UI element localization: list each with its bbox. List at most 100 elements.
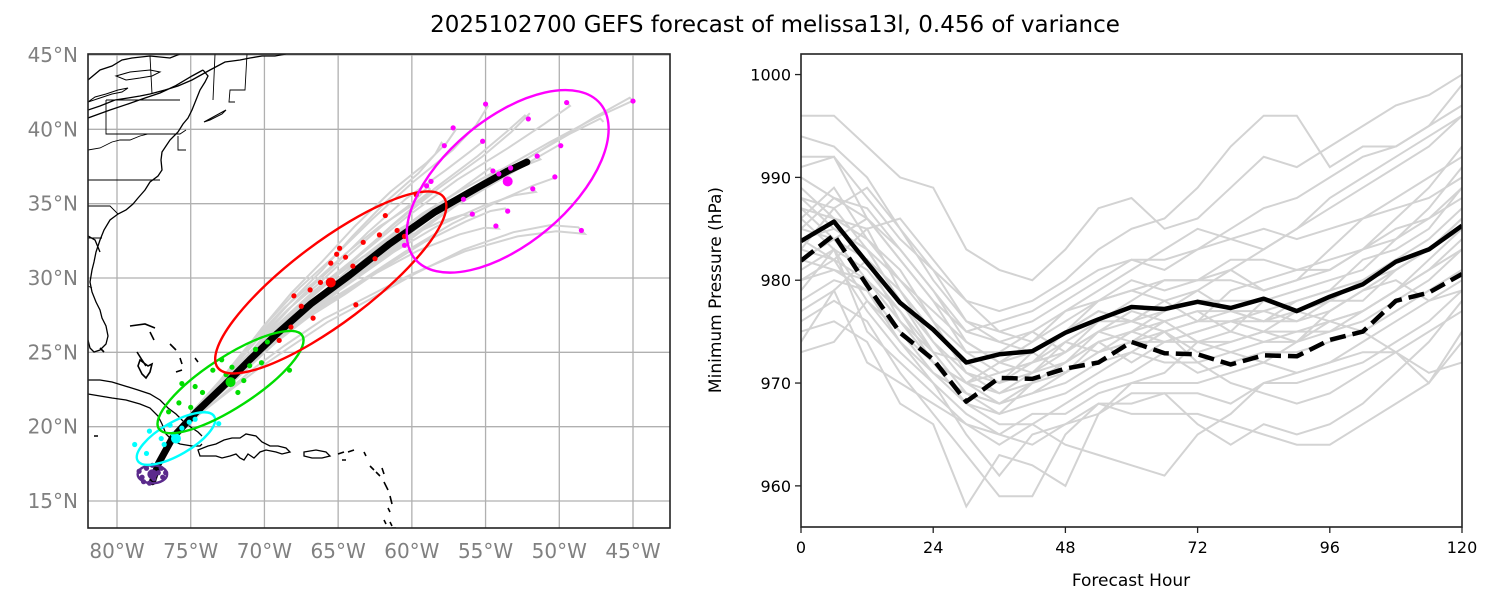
- map-y-tick-label: 40°N: [28, 117, 78, 141]
- green-cluster-point: [176, 400, 182, 406]
- magenta-cluster-point: [428, 178, 434, 184]
- red-cluster-point: [288, 324, 294, 330]
- cluster-points: [132, 98, 636, 486]
- member-pressure-line: [801, 288, 1462, 477]
- red-cluster-point: [353, 302, 359, 308]
- x-tick-label: 72: [1187, 538, 1207, 557]
- magenta-cluster-point: [493, 223, 499, 229]
- red-cluster-point: [328, 260, 334, 266]
- map-x-tick-label: 65°W: [311, 539, 366, 563]
- magenta-cluster-point: [578, 227, 585, 234]
- green-cluster-point: [241, 377, 247, 384]
- magenta-cluster-point: [401, 242, 408, 248]
- red-cluster-point: [317, 279, 324, 286]
- red-cluster-point: [350, 263, 356, 269]
- member-pressure-line: [801, 197, 1462, 364]
- green-cluster-point: [252, 346, 259, 352]
- map-y-tick-label: 30°N: [28, 266, 78, 290]
- red-cluster-point: [298, 303, 304, 309]
- map-x-tick-label: 75°W: [163, 539, 218, 563]
- member-pressure-line: [801, 114, 1462, 354]
- cluster-centroid: [325, 277, 336, 288]
- map-y-tick-label: 35°N: [28, 192, 78, 216]
- red-cluster-ellipse: [213, 190, 448, 375]
- red-cluster-point: [337, 245, 343, 251]
- member-pressure-line: [801, 279, 1462, 478]
- map-y-tick-label: 25°N: [28, 340, 78, 364]
- magenta-cluster-point: [505, 208, 511, 214]
- member-track: [151, 207, 509, 482]
- pressure-y-ticks: 960 970 980 990 1000: [750, 66, 801, 496]
- x-tick-label: 120: [1447, 538, 1478, 557]
- green-cluster-point: [192, 383, 198, 390]
- state-borders: [88, 54, 248, 289]
- magenta-cluster-point: [480, 138, 486, 144]
- x-tick-label: 48: [1055, 538, 1075, 557]
- map-x-tick-label: 45°W: [605, 539, 660, 563]
- y-tick-label: 980: [760, 271, 791, 290]
- map-y-tick-label: 15°N: [28, 489, 78, 513]
- red-cluster-point: [276, 337, 282, 344]
- lesser-antilles: [337, 449, 396, 528]
- coastlines: [88, 54, 396, 528]
- member-track: [151, 176, 558, 483]
- magenta-cluster-point: [630, 98, 636, 104]
- y-tick-label: 990: [760, 168, 791, 187]
- green-cluster-point: [199, 389, 206, 396]
- green-cluster-point: [235, 389, 241, 396]
- member-pressure-line: [801, 217, 1462, 385]
- red-cluster-point: [291, 293, 297, 299]
- pressure-mean-lines: [801, 219, 1462, 404]
- cyan-cluster-point: [192, 416, 198, 422]
- map-y-tick-label: 20°N: [28, 415, 78, 439]
- member-pressure-line: [801, 247, 1462, 446]
- magenta-cluster-point: [490, 168, 496, 174]
- red-cluster-point: [310, 315, 316, 321]
- red-cluster-point: [334, 251, 340, 257]
- member-pressure-line: [801, 237, 1462, 415]
- member-pressure-line: [801, 207, 1462, 385]
- green-cluster-point: [179, 380, 185, 387]
- member-pressure-line: [801, 114, 1462, 344]
- green-cluster-point: [229, 364, 235, 370]
- cyan-cluster-point: [186, 419, 192, 425]
- member-pressure-line: [801, 300, 1462, 509]
- figure-title: 2025102700 GEFS forecast of melissa13l, …: [430, 12, 1120, 38]
- y-tick-label: 970: [760, 374, 791, 393]
- magenta-cluster-point: [482, 101, 489, 107]
- lake-outline: [88, 69, 227, 123]
- pressure-member-lines: [801, 73, 1462, 509]
- magenta-cluster-point: [564, 99, 570, 106]
- green-cluster-point: [166, 409, 172, 415]
- red-cluster-point: [382, 212, 388, 219]
- x-tick-label: 0: [796, 538, 806, 557]
- cluster-centroid: [170, 433, 181, 444]
- cluster-centroid: [225, 377, 236, 388]
- member-pressure-line: [801, 299, 1462, 498]
- us-east-coastline: [88, 54, 287, 353]
- member-track: [151, 96, 634, 483]
- pressure-x-ticks: 0 24 48 72 96 120: [796, 527, 1477, 557]
- pressure-y-axis-label: Minimum Pressure (hPa): [706, 187, 726, 393]
- map-y-tick-label: 45°N: [28, 43, 78, 67]
- member-track: [151, 188, 538, 483]
- hispaniola-coastline: [197, 433, 292, 461]
- map-x-tick-label: 55°W: [458, 539, 513, 563]
- cyan-cluster-point: [216, 421, 222, 427]
- member-pressure-line: [801, 176, 1462, 333]
- map-x-tick-label: 80°W: [89, 539, 144, 563]
- magenta-cluster-point: [552, 174, 558, 180]
- magenta-cluster-point: [558, 143, 564, 149]
- green-cluster-point: [247, 363, 253, 369]
- magenta-cluster-point: [469, 211, 475, 217]
- red-cluster-point: [394, 227, 400, 234]
- member-track: [151, 155, 543, 483]
- map-y-ticks: 15°N 20°N 25°N 30°N 35°N 40°N 45°N: [28, 43, 78, 513]
- magenta-cluster-point: [441, 143, 447, 149]
- pressure-axes-frame: [800, 53, 1463, 528]
- x-tick-label: 24: [923, 538, 943, 557]
- magenta-cluster-point: [508, 165, 514, 171]
- member-pressure-line: [801, 238, 1462, 416]
- magenta-cluster-point: [496, 171, 502, 177]
